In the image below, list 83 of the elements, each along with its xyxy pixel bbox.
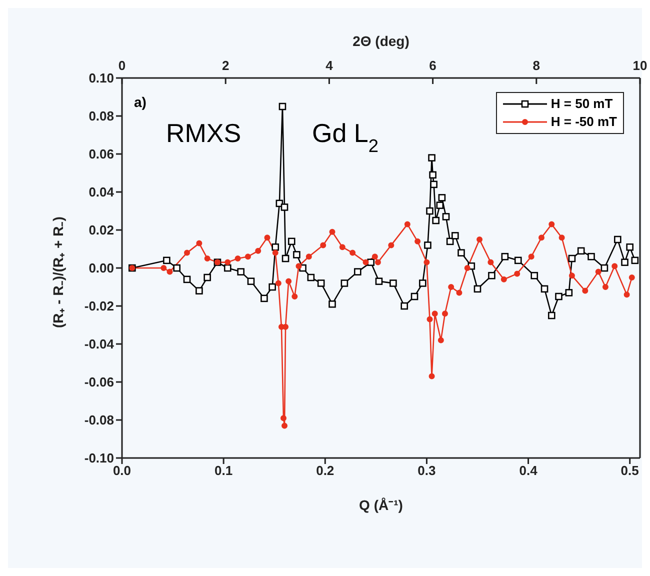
y-tick-label: -0.02	[84, 298, 114, 314]
x2-tick-label: 10	[632, 58, 648, 73]
point	[244, 254, 251, 260]
point	[372, 254, 378, 260]
point	[196, 240, 202, 246]
y-tick-label: -0.08	[84, 412, 114, 428]
point	[224, 259, 231, 266]
point	[264, 234, 270, 241]
y-tick-label: 0.02	[88, 222, 114, 238]
point	[428, 373, 435, 380]
point	[160, 265, 167, 271]
point	[306, 254, 312, 260]
point	[514, 270, 520, 277]
x2-tick-label: 8	[532, 58, 540, 73]
x2-tick-label: 2	[222, 58, 230, 73]
y-tick-label: 0.04	[88, 184, 115, 200]
point	[568, 272, 575, 279]
x-tick-label: 0.5	[620, 463, 639, 478]
point	[612, 263, 618, 270]
point	[424, 259, 430, 266]
y-tick-label: 0.06	[88, 146, 114, 162]
point	[280, 415, 286, 422]
point	[374, 259, 381, 266]
point	[296, 263, 302, 270]
point	[292, 294, 298, 300]
point	[442, 310, 448, 317]
point	[500, 276, 507, 282]
point	[404, 221, 410, 228]
y-tick-label: -0.10	[84, 450, 114, 466]
point	[602, 284, 608, 290]
point	[426, 316, 433, 322]
x-tick-label: 0.4	[519, 463, 538, 478]
point	[362, 259, 369, 266]
annotation: a)	[134, 94, 146, 110]
y-tick-label: -0.06	[84, 374, 114, 390]
point	[166, 268, 173, 275]
point	[329, 228, 336, 235]
y-tick-label: 0.08	[88, 108, 114, 124]
point	[339, 244, 346, 250]
point	[558, 234, 565, 241]
point	[464, 265, 470, 271]
point	[255, 248, 262, 254]
point	[538, 234, 544, 241]
point	[548, 221, 555, 228]
x2-tick-label: 6	[429, 58, 436, 73]
point	[595, 268, 602, 275]
legend-label: H = 50 mT	[550, 95, 613, 113]
annotation: RMXS	[166, 118, 242, 148]
point	[272, 250, 278, 256]
point	[282, 422, 288, 429]
y-tick-label: 0.10	[88, 70, 114, 86]
x2-axis-title: 2Θ (deg)	[352, 33, 410, 49]
y-tick-label: 0.00	[88, 260, 114, 276]
point	[476, 236, 483, 242]
point	[286, 278, 292, 284]
point	[448, 284, 454, 290]
point	[528, 254, 534, 260]
x-tick-label: 0.0	[112, 463, 132, 478]
point	[488, 259, 494, 266]
point	[414, 238, 421, 244]
point	[432, 310, 438, 317]
point	[184, 250, 190, 256]
point	[320, 242, 326, 248]
annotation: Gd L$_{2}$	[312, 118, 378, 156]
x-tick-label: 0.2	[316, 463, 334, 478]
x-axis-title: Q (Å⁻¹)	[359, 497, 403, 513]
x-tick-label: 0.1	[214, 463, 233, 478]
y-axis-title: (R₊ - R₋)/(R₊ + R₋)	[50, 216, 66, 328]
y-tick-label: -0.04	[84, 336, 115, 352]
legend-label: H = -50 mT	[550, 113, 617, 131]
x-tick-label: 0.3	[418, 463, 436, 478]
point	[456, 290, 462, 296]
point	[438, 337, 444, 344]
point	[350, 250, 356, 256]
point	[275, 280, 282, 286]
x2-tick-label: 4	[326, 58, 334, 73]
point	[388, 242, 394, 248]
point	[628, 274, 635, 280]
point	[234, 256, 241, 262]
point	[204, 256, 210, 262]
point	[624, 292, 630, 298]
point	[582, 288, 588, 294]
x2-tick-label: 0	[118, 58, 126, 73]
